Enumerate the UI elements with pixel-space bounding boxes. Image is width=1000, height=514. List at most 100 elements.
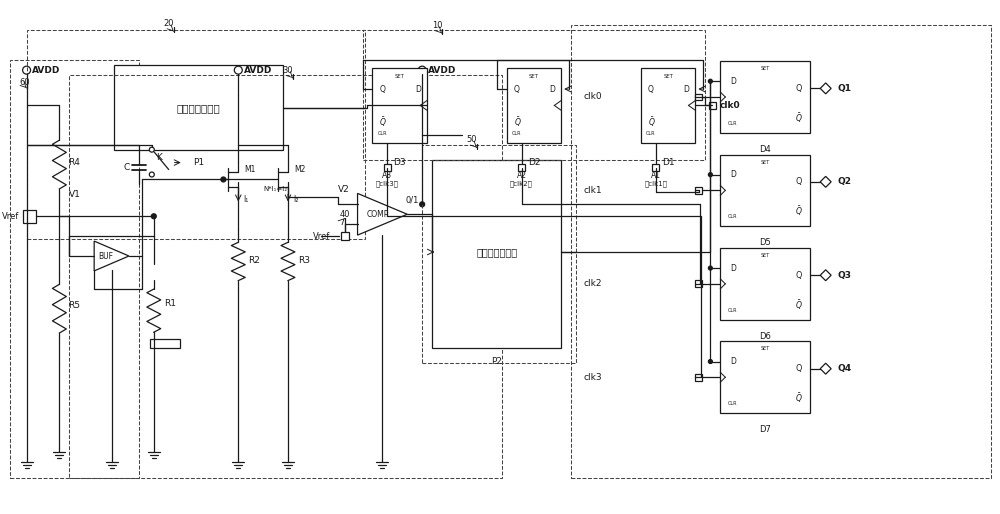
Text: $\bar{Q}$: $\bar{Q}$ [648, 115, 655, 128]
Bar [27, 30, 365, 239]
Bar [150, 339, 180, 348]
Text: Q: Q [795, 271, 802, 280]
Text: AVDD: AVDD [244, 66, 273, 75]
Text: CLR: CLR [646, 131, 655, 136]
Text: R2: R2 [248, 256, 260, 265]
Text: Q: Q [795, 177, 802, 186]
Text: D4: D4 [759, 144, 771, 154]
Bar [695, 187, 702, 194]
Text: clk0: clk0 [719, 101, 740, 110]
Text: Q: Q [648, 84, 654, 94]
Text: R3: R3 [298, 256, 310, 265]
Text: SET: SET [760, 160, 770, 164]
Text: A3: A3 [382, 171, 392, 179]
Text: AVDD: AVDD [32, 66, 60, 75]
Bar [363, 30, 705, 160]
Text: V1: V1 [69, 190, 81, 199]
Bar [641, 68, 695, 143]
Text: 10: 10 [432, 21, 442, 30]
Bar [114, 65, 283, 150]
Polygon shape [820, 176, 831, 187]
Text: SET: SET [760, 253, 770, 258]
Bar [23, 210, 36, 223]
Text: I₂: I₂ [293, 195, 298, 204]
Bar [507, 68, 561, 143]
Text: M2: M2 [294, 165, 305, 174]
Text: 40: 40 [339, 210, 350, 219]
Text: SET: SET [529, 74, 539, 79]
Text: D: D [730, 357, 736, 366]
Text: D5: D5 [759, 238, 771, 247]
Text: R1: R1 [164, 299, 176, 308]
Text: clk1: clk1 [583, 186, 602, 195]
Text: CLR: CLR [727, 308, 737, 313]
Text: D2: D2 [528, 158, 540, 167]
Text: 0/1: 0/1 [406, 195, 419, 205]
Bar [384, 164, 391, 171]
Text: D: D [730, 170, 736, 179]
Text: M1: M1 [244, 165, 256, 174]
Bar [720, 155, 810, 226]
Text: clk0: clk0 [583, 93, 602, 101]
Text: （clk3）: （clk3） [376, 180, 399, 187]
Text: R4: R4 [68, 158, 80, 167]
Text: CLR: CLR [377, 131, 387, 136]
Bar [695, 374, 702, 381]
Circle shape [23, 66, 31, 74]
Bar [709, 102, 716, 109]
Circle shape [708, 79, 712, 83]
Text: A2: A2 [517, 171, 527, 179]
Circle shape [418, 66, 426, 74]
Text: CLR: CLR [727, 401, 737, 406]
Text: 第二脉冲发生器: 第二脉冲发生器 [476, 247, 517, 257]
Text: Q3: Q3 [838, 271, 852, 280]
Text: CLR: CLR [727, 214, 737, 219]
Text: R5: R5 [68, 301, 80, 310]
Text: $\bar{Q}$: $\bar{Q}$ [795, 391, 803, 405]
Text: SET: SET [663, 74, 673, 79]
Circle shape [149, 172, 154, 177]
Text: D: D [549, 84, 555, 94]
Bar [372, 68, 427, 143]
Text: $\bar{Q}$: $\bar{Q}$ [795, 298, 803, 311]
Text: D: D [730, 264, 736, 272]
Text: Q2: Q2 [838, 177, 852, 186]
Polygon shape [820, 270, 831, 281]
Text: SET: SET [760, 66, 770, 71]
Text: $\bar{Q}$: $\bar{Q}$ [379, 115, 387, 128]
Text: clk2: clk2 [583, 279, 602, 288]
Text: D7: D7 [759, 425, 771, 434]
Text: A1: A1 [651, 171, 661, 179]
Text: I₁: I₁ [243, 195, 248, 204]
Text: $\bar{Q}$: $\bar{Q}$ [795, 111, 803, 125]
Text: clk3: clk3 [583, 373, 602, 382]
Text: D: D [415, 84, 421, 94]
Text: COMP: COMP [366, 210, 389, 219]
Circle shape [708, 266, 712, 270]
Text: 30: 30 [283, 66, 293, 75]
Text: 第一脉冲发生器: 第一脉冲发生器 [177, 103, 220, 113]
Text: N*I₁=I₂: N*I₁=I₂ [263, 187, 287, 192]
Text: V2: V2 [338, 185, 349, 194]
Text: （clk1）: （clk1） [644, 180, 667, 187]
Bar [518, 164, 525, 171]
Text: CLR: CLR [512, 131, 521, 136]
Circle shape [151, 214, 156, 219]
Text: D: D [730, 77, 736, 86]
Text: P1: P1 [193, 158, 204, 167]
Text: CLR: CLR [727, 121, 737, 126]
Bar [695, 280, 702, 287]
Bar [69, 75, 502, 478]
Text: BUF: BUF [99, 251, 114, 261]
Text: D1: D1 [662, 158, 674, 167]
Polygon shape [820, 363, 831, 374]
Circle shape [149, 147, 154, 152]
Polygon shape [820, 83, 831, 94]
Bar [10, 60, 139, 478]
Text: D: D [684, 84, 690, 94]
Bar [652, 164, 659, 171]
Text: Q: Q [379, 84, 385, 94]
Text: Q1: Q1 [838, 84, 852, 93]
Bar [720, 341, 810, 413]
Text: AVDD: AVDD [428, 66, 456, 75]
